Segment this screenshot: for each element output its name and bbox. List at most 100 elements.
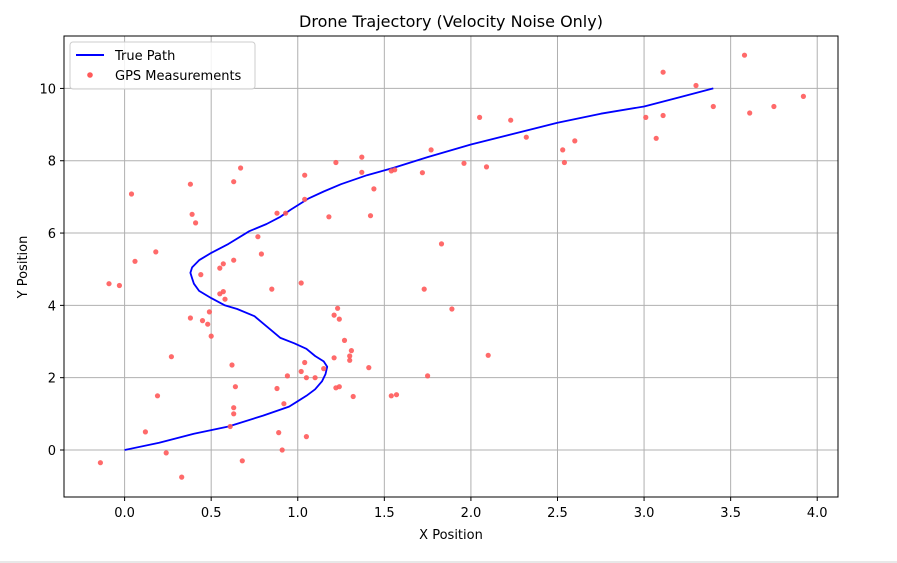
plot-frame [63, 35, 839, 498]
gps-measurement-point [477, 114, 483, 120]
gps-measurement-point [523, 134, 529, 140]
gps-measurement-point [333, 385, 339, 391]
gps-measurement-point [359, 154, 365, 160]
gps-measurement-point [508, 117, 514, 123]
gps-measurement-point [198, 272, 204, 278]
x-tick-label: 2.5 [547, 506, 568, 521]
x-axis-ticks: 0.0 0.5 1.0 1.5 2.0 2.5 3.0 3.5 4.0 [114, 497, 828, 521]
gps-measurement-point [276, 430, 282, 436]
gps-measurement-point [208, 333, 214, 339]
y-tick-label: 0 [48, 444, 56, 459]
gps-measurement-point [231, 257, 237, 263]
gps-measurement-point [425, 373, 431, 379]
gps-measurement-point [142, 429, 148, 435]
gps-measurement-point [326, 214, 332, 220]
y-tick-label: 6 [48, 227, 56, 242]
y-tick-label: 8 [48, 155, 56, 170]
gps-measurement-point [438, 241, 445, 247]
gps-measurement-point [298, 368, 304, 375]
gps-measurement-point [771, 103, 777, 110]
gps-measurement-point [302, 359, 308, 366]
x-tick-label: 3.5 [720, 506, 741, 521]
gps-measurement-point [106, 281, 112, 287]
gps-measurement-point [206, 309, 212, 315]
gps-measurement-point [331, 312, 337, 318]
gps-measurement-point [643, 114, 649, 120]
gps-measurement-point [231, 411, 237, 417]
gps-measurement-point [335, 305, 341, 311]
gps-measurement-point [572, 138, 578, 144]
gps-measurement-point [232, 384, 238, 390]
gps-measurement-point [231, 405, 237, 411]
gps-measurement-point [561, 159, 568, 166]
x-tick-label: 1.0 [287, 506, 308, 521]
gps-measurement-point [350, 393, 356, 400]
gps-measurement-point [388, 393, 394, 399]
gps-measurement-point [336, 316, 342, 322]
gps-measurement-point [231, 179, 237, 185]
gps-measurement-point [283, 210, 289, 216]
gps-measurement-point [483, 164, 490, 170]
gps-measurement-point [217, 291, 223, 297]
gps-measurement-point [367, 213, 374, 219]
gps-measurement-point [179, 474, 185, 480]
legend-marker-gps [87, 72, 93, 78]
gps-measurement-point [747, 110, 753, 116]
gps-measurement-point [348, 348, 354, 354]
gps-measurement-point [303, 375, 309, 381]
gps-measurement-point [128, 191, 135, 197]
gps-measurement-point [461, 160, 467, 166]
gps-measurement-point [303, 434, 309, 440]
gps-measurement-point [449, 306, 455, 312]
y-tick-label: 2 [48, 372, 56, 387]
gps-measurement-point [347, 357, 353, 363]
gps-measurement-point [193, 220, 199, 226]
series-layer [97, 52, 807, 480]
gps-measurement-point [710, 103, 716, 110]
gps-measurement-point [693, 82, 699, 89]
gps-measurement-point [220, 261, 226, 267]
y-tick-label: 4 [48, 299, 56, 314]
gps-measurement-point [199, 318, 206, 324]
gps-measurement-point [163, 450, 169, 456]
gps-measurement-point [388, 168, 394, 174]
gps-measurement-point [222, 296, 228, 302]
gps-measurement-point [274, 385, 280, 392]
legend-label-true-path: True Path [114, 49, 175, 64]
y-axis-label: Y Position [16, 236, 31, 300]
x-tick-label: 0.0 [114, 506, 135, 521]
x-tick-label: 1.5 [374, 506, 395, 521]
gps-measurement-point [800, 93, 807, 99]
gps-measurement-point [341, 337, 348, 343]
gps-measurement-point [274, 210, 280, 216]
gps-measurement-point [97, 460, 103, 466]
gps-measurement-point [560, 147, 566, 153]
x-tick-label: 4.0 [807, 506, 828, 521]
gps-measurement-point [239, 458, 245, 464]
gps-measurement-point [255, 234, 261, 240]
gps-measurement-point [660, 69, 666, 75]
legend-box [69, 41, 256, 90]
gps-measurement-point [116, 282, 122, 289]
gps-measurement-point [154, 393, 161, 399]
gps-measurement-point [302, 172, 308, 178]
gps-measurement-point [187, 315, 193, 321]
gps-measurement-point [298, 280, 304, 286]
gps-measurement-point [660, 112, 666, 119]
y-axis-ticks: 0 2 4 6 8 10 [39, 82, 64, 459]
x-axis-label: X Position [419, 528, 483, 543]
gps-measurement-point [187, 181, 193, 187]
x-tick-label: 0.5 [201, 506, 222, 521]
gps-measurement-point [371, 186, 377, 192]
gps-measurement-point [653, 135, 659, 141]
gps-measurement-point [153, 249, 159, 255]
gps-measurement-point [302, 196, 308, 202]
gps-measurement-point [132, 258, 138, 264]
gps-measurement-point [331, 355, 337, 361]
gps-measurement-point [168, 354, 174, 360]
gps-measurement-point [281, 401, 287, 407]
gps-measurement-point [284, 373, 290, 379]
gps-measurement-point [258, 251, 264, 257]
